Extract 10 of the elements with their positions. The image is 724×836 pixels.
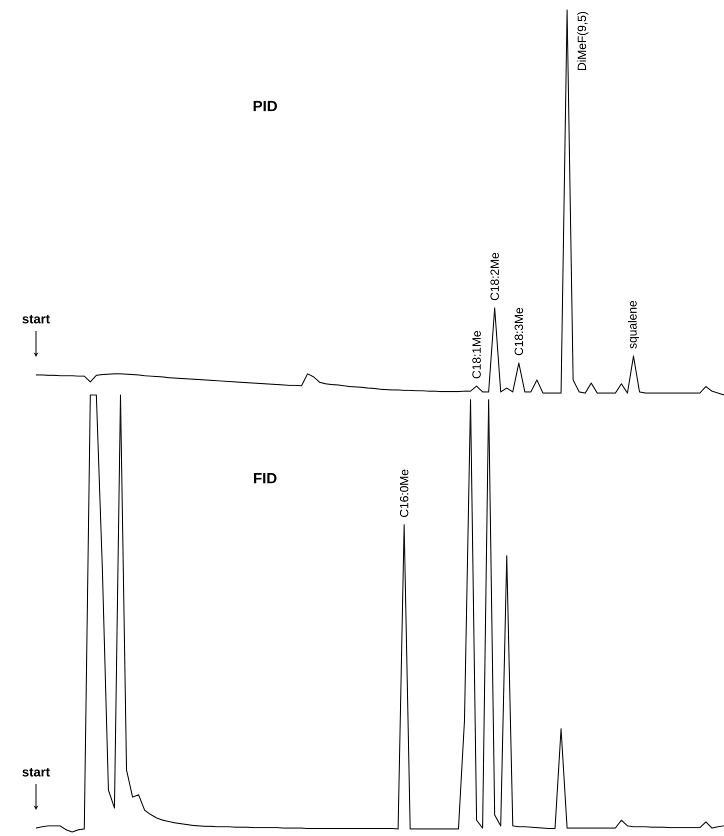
annotation: C18:1Me [472, 330, 481, 378]
annotation: start [22, 768, 50, 777]
annotation: DiMeF(9,5) [577, 12, 588, 70]
annotation: C18:3Me [514, 308, 524, 356]
annotation: squalene [628, 300, 640, 349]
annotation: C18:2Me [490, 252, 499, 300]
text: FID [254, 473, 277, 484]
text: PID [254, 100, 277, 112]
annotation: start [22, 314, 50, 324]
annotation: C16:0Me [400, 470, 408, 517]
